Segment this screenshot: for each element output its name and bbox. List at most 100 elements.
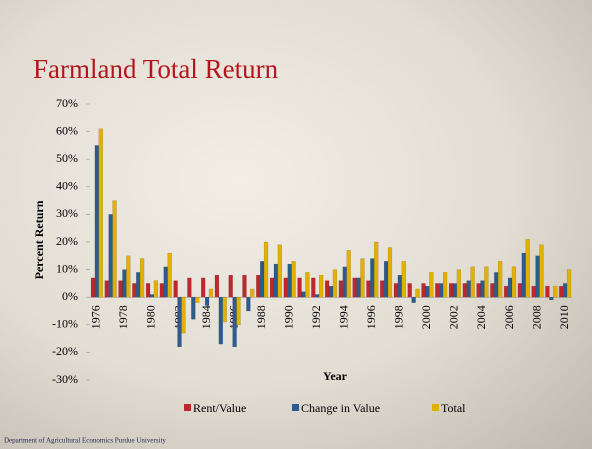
bar bbox=[149, 294, 155, 298]
bar bbox=[318, 274, 324, 298]
y-tick-label: 30% bbox=[56, 206, 78, 220]
x-tick-label: 1976 bbox=[89, 305, 103, 329]
x-tick-label: 1998 bbox=[392, 305, 406, 329]
bar bbox=[181, 297, 186, 334]
bar bbox=[291, 261, 296, 298]
bar bbox=[507, 277, 513, 298]
legend-label: Change in Value bbox=[301, 401, 380, 415]
bar bbox=[214, 274, 220, 298]
bar bbox=[360, 258, 365, 298]
bar bbox=[315, 294, 320, 298]
y-tick-label: 0% bbox=[62, 289, 78, 303]
bar bbox=[136, 272, 141, 298]
y-tick-label: -10% bbox=[52, 317, 78, 331]
y-tick-label: -30% bbox=[52, 372, 78, 386]
y-tick-label: -20% bbox=[52, 344, 78, 358]
bar bbox=[425, 285, 430, 298]
bar bbox=[139, 258, 145, 298]
bar bbox=[305, 272, 310, 298]
bar bbox=[380, 280, 385, 298]
bar bbox=[503, 285, 509, 298]
bar bbox=[145, 283, 151, 298]
x-tick-label: 2004 bbox=[474, 305, 488, 329]
y-tick-label: 10% bbox=[56, 261, 78, 275]
bar bbox=[521, 252, 526, 298]
x-tick-label: 2010 bbox=[557, 305, 571, 329]
bar bbox=[195, 297, 200, 303]
bar bbox=[559, 285, 564, 298]
x-tick-label: 2000 bbox=[419, 305, 433, 329]
bar bbox=[273, 263, 279, 298]
x-tick-label: 1980 bbox=[144, 305, 158, 329]
bar bbox=[204, 297, 210, 306]
bar bbox=[448, 283, 454, 298]
bar bbox=[228, 274, 233, 298]
bar bbox=[498, 261, 503, 298]
bar bbox=[122, 269, 127, 298]
bar bbox=[470, 266, 475, 298]
bar bbox=[429, 272, 434, 298]
bar bbox=[545, 285, 550, 298]
bar bbox=[456, 269, 461, 298]
bar bbox=[462, 283, 467, 298]
bar bbox=[415, 288, 420, 298]
bar bbox=[374, 241, 379, 298]
y-tick-label: 20% bbox=[56, 234, 78, 248]
bar bbox=[159, 283, 164, 298]
bar bbox=[90, 277, 96, 298]
bar bbox=[535, 255, 540, 298]
bar bbox=[324, 280, 330, 298]
bar bbox=[311, 277, 316, 298]
bar bbox=[539, 244, 544, 298]
x-tick-label: 2002 bbox=[447, 305, 461, 329]
bar bbox=[387, 247, 393, 298]
bar bbox=[118, 280, 123, 298]
x-tick-label: 1996 bbox=[364, 305, 378, 329]
bar bbox=[173, 280, 178, 298]
bar bbox=[553, 285, 558, 298]
bar bbox=[421, 283, 426, 298]
legend-label: Rent/Value bbox=[193, 401, 246, 415]
bar bbox=[346, 250, 351, 298]
bar bbox=[494, 272, 499, 298]
bar bbox=[236, 297, 241, 326]
bar bbox=[383, 261, 389, 298]
bar bbox=[484, 266, 489, 298]
x-tick-label: 1992 bbox=[309, 305, 323, 329]
bar bbox=[191, 297, 196, 320]
bar bbox=[442, 272, 448, 298]
bar bbox=[246, 297, 251, 312]
footer: Department of Agricultural Economics Pur… bbox=[4, 437, 166, 445]
bar bbox=[263, 241, 269, 298]
bar bbox=[187, 277, 192, 298]
x-tick-label: 1988 bbox=[254, 305, 268, 329]
bar bbox=[490, 283, 495, 298]
bar bbox=[177, 297, 182, 348]
bar bbox=[452, 283, 458, 298]
bar bbox=[480, 280, 485, 298]
bar bbox=[525, 239, 530, 298]
y-tick-label: 70% bbox=[56, 96, 78, 110]
bar bbox=[301, 291, 306, 298]
x-tick-label: 1990 bbox=[281, 305, 295, 329]
bar bbox=[242, 274, 247, 298]
bar bbox=[153, 280, 159, 298]
bar bbox=[338, 280, 344, 298]
bar bbox=[393, 283, 399, 298]
bar bbox=[108, 214, 113, 298]
bar bbox=[352, 277, 357, 298]
x-tick-label: 1994 bbox=[337, 305, 351, 329]
bar bbox=[269, 277, 275, 298]
bar bbox=[356, 277, 361, 298]
bar bbox=[439, 283, 444, 298]
chart-title: Farmland Total Return bbox=[33, 54, 279, 84]
legend-swatch bbox=[184, 404, 191, 411]
x-tick-label: 2008 bbox=[529, 305, 543, 329]
x-tick-label: 2006 bbox=[502, 305, 516, 329]
bar bbox=[167, 252, 172, 298]
bar bbox=[562, 283, 568, 298]
legend-swatch bbox=[432, 404, 439, 411]
bar bbox=[297, 277, 302, 298]
bar bbox=[104, 280, 109, 298]
